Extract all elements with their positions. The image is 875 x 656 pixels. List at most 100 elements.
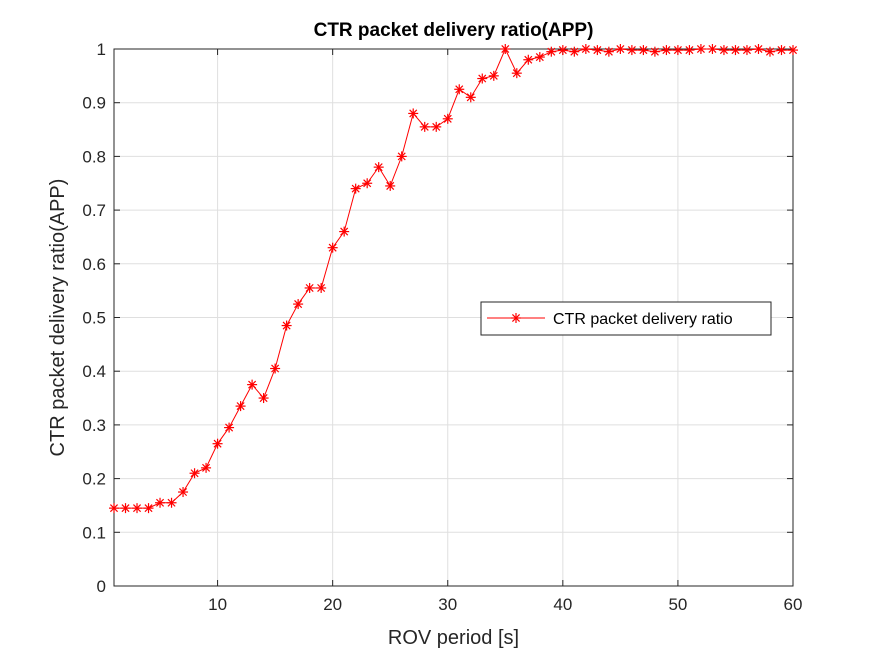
marker-stroke	[627, 46, 636, 55]
marker-stroke	[190, 469, 199, 478]
data-point	[649, 46, 660, 57]
x-tick-label: 60	[784, 595, 803, 614]
marker-stroke	[547, 47, 556, 56]
marker-stroke	[282, 321, 291, 330]
marker-stroke	[409, 109, 418, 118]
data-point	[235, 401, 246, 412]
x-tick-label: 10	[208, 595, 227, 614]
marker-stroke	[179, 488, 188, 497]
marker-stroke	[432, 122, 441, 131]
legend: CTR packet delivery ratio	[480, 301, 772, 336]
marker-stroke	[673, 46, 682, 55]
chart-title: CTR packet delivery ratio(APP)	[314, 20, 594, 41]
data-point	[120, 503, 131, 514]
marker-stroke	[317, 283, 326, 292]
data-point	[465, 92, 476, 103]
marker-stroke	[294, 300, 303, 309]
data-point	[488, 70, 499, 81]
marker-stroke	[248, 380, 257, 389]
y-tick-label: 0.6	[82, 255, 106, 274]
marker-stroke	[754, 44, 763, 54]
marker-stroke	[650, 47, 659, 56]
marker-stroke	[259, 394, 268, 403]
data-point	[661, 45, 672, 56]
marker-stroke	[593, 46, 602, 55]
data-point	[764, 46, 775, 57]
data-point	[419, 121, 430, 132]
data-point	[603, 46, 614, 57]
marker-stroke	[489, 71, 498, 80]
marker-stroke	[777, 46, 786, 55]
data-point	[500, 44, 511, 54]
marker-stroke	[788, 46, 798, 55]
data-point	[718, 45, 729, 56]
marker-stroke	[581, 44, 590, 54]
data-point	[109, 503, 119, 514]
data-point	[373, 162, 384, 173]
y-tick-label: 0.5	[82, 309, 106, 328]
marker-stroke	[616, 44, 625, 54]
data-point	[201, 462, 212, 473]
ticks: 10 20 30 40 50 60 0 0.1 0.2 0.3 0.4 0.5 0.6 0.7 0.8 0.9…	[82, 40, 802, 614]
y-tick-label: 0.9	[82, 94, 106, 113]
data-point	[695, 44, 706, 54]
data-point	[270, 363, 281, 374]
marker-stroke	[374, 163, 383, 172]
data-point	[178, 487, 189, 498]
marker-stroke	[167, 498, 176, 507]
data-point	[143, 503, 154, 514]
marker-stroke	[765, 47, 775, 56]
marker-stroke	[685, 46, 694, 55]
data-point	[350, 183, 361, 194]
data-point	[189, 468, 200, 479]
data-point	[776, 45, 787, 56]
data-point	[339, 226, 350, 237]
data-point	[212, 438, 223, 449]
data-point	[557, 45, 568, 56]
y-tick-label: 1	[97, 40, 106, 59]
marker-stroke	[236, 402, 245, 411]
marker-stroke	[328, 243, 337, 252]
data-point	[730, 45, 741, 56]
data-point	[580, 44, 591, 54]
marker-stroke	[213, 439, 222, 448]
marker-stroke	[305, 283, 314, 292]
data-point	[304, 282, 315, 293]
marker-stroke	[535, 53, 544, 62]
data-point	[592, 45, 603, 56]
data-point	[741, 45, 752, 56]
legend-entry-label: CTR packet delivery ratio	[553, 311, 733, 328]
data-point	[258, 393, 269, 404]
marker-stroke	[121, 504, 130, 513]
data-point	[523, 54, 534, 65]
marker-stroke	[558, 46, 567, 55]
marker-stroke	[225, 423, 234, 432]
data-point	[442, 113, 453, 124]
data-point	[132, 503, 143, 514]
data-point	[684, 45, 695, 56]
data-point	[224, 422, 235, 433]
data-point	[638, 45, 649, 56]
marker-stroke	[662, 46, 671, 55]
data-point	[672, 45, 683, 56]
x-tick-label: 50	[668, 595, 687, 614]
marker-stroke	[386, 181, 395, 190]
marker-stroke	[363, 179, 372, 188]
marker-stroke	[708, 44, 717, 54]
marker-stroke	[742, 46, 751, 55]
data-point	[396, 151, 407, 162]
marker-stroke	[570, 47, 579, 56]
data-point	[477, 73, 488, 84]
legend-marker	[511, 313, 521, 323]
series	[109, 44, 798, 514]
y-tick-label: 0.4	[82, 362, 106, 381]
data-point	[385, 180, 396, 191]
x-tick-label: 30	[438, 595, 457, 614]
data-point	[454, 84, 465, 95]
data-point	[327, 242, 338, 253]
marker-stroke	[443, 114, 452, 123]
data-point	[293, 299, 304, 310]
data-point	[569, 46, 580, 57]
marker-stroke	[478, 74, 487, 83]
